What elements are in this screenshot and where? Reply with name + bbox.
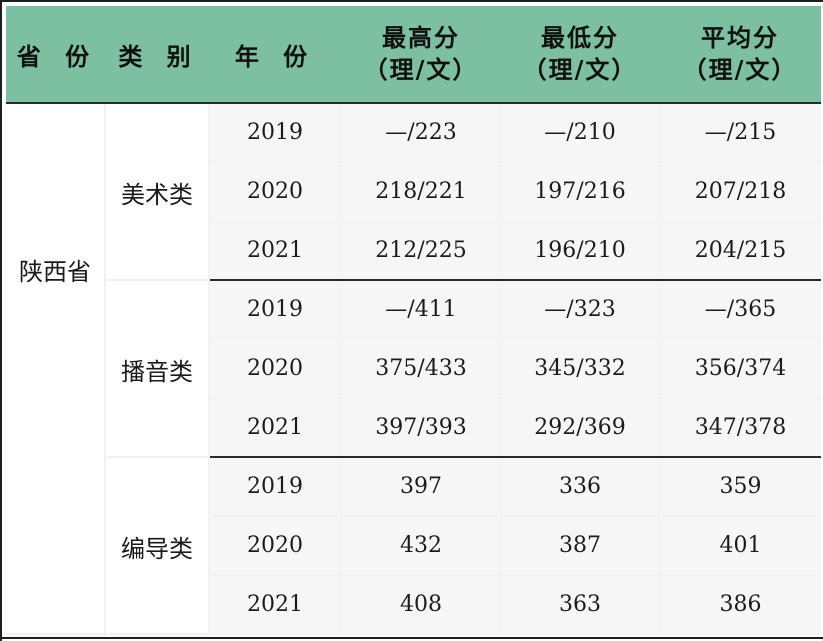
header-min: 最低分 （理/文） — [501, 6, 659, 102]
header-avg: 平均分 （理/文） — [659, 6, 821, 102]
table-cell-avg: 347/378 — [660, 399, 821, 456]
header-avg-sub: （理/文） — [682, 55, 798, 84]
table-cell-max: 212/225 — [342, 222, 500, 279]
table-cell-min: 196/210 — [502, 222, 658, 279]
table-cell-min: —/323 — [502, 281, 658, 338]
header-year: 年 份 — [234, 41, 316, 71]
table-cell-max: 432 — [342, 517, 500, 574]
header-category: 类 别 — [118, 41, 199, 71]
group-separator — [210, 279, 821, 281]
table-cell-avg: 356/374 — [660, 340, 821, 397]
table-cell-avg: 207/218 — [660, 163, 821, 220]
table-cell-min: —/210 — [502, 104, 658, 161]
table-cell-max: 375/433 — [342, 340, 500, 397]
table-cell-min: 345/332 — [502, 340, 658, 397]
table-header: 省 份 类 别 年 份 最高分 （理/文） 最低分 （理/文） 平均分 （理/文… — [6, 6, 821, 102]
header-min-sub: （理/文） — [522, 55, 638, 84]
left-border — [0, 0, 2, 641]
province-cell — [6, 104, 104, 633]
bottom-border — [0, 637, 823, 639]
table-cell-year: 2019 — [210, 281, 340, 338]
table-cell-year: 2019 — [210, 104, 340, 161]
header-max: 最高分 （理/文） — [341, 6, 501, 102]
table-cell-year: 2020 — [210, 163, 340, 220]
table-cell-max: 397/393 — [342, 399, 500, 456]
table-cell-avg: 401 — [660, 517, 821, 574]
table-cell-avg: 386 — [660, 576, 821, 633]
header-max-title: 最高分 — [382, 23, 460, 52]
table-cell-year: 2021 — [210, 576, 340, 633]
table-cell-min: 363 — [502, 576, 658, 633]
table-cell-min: 292/369 — [502, 399, 658, 456]
category-label: 播音类 — [121, 358, 193, 386]
table-cell-year: 2020 — [210, 340, 340, 397]
category-cell — [106, 104, 208, 279]
top-border — [0, 0, 823, 2]
province-label: 陕西省 — [19, 258, 91, 286]
table-cell-year: 2021 — [210, 399, 340, 456]
category-cell — [106, 281, 208, 456]
table-cell-avg: —/365 — [660, 281, 821, 338]
table-cell-max: 408 — [342, 576, 500, 633]
table-cell-min: 336 — [502, 458, 658, 515]
group-separator — [210, 456, 821, 458]
table-cell-max: —/411 — [342, 281, 500, 338]
header-province: 省 份 — [16, 41, 98, 71]
table-cell-avg: 204/215 — [660, 222, 821, 279]
table-cell-year: 2020 — [210, 517, 340, 574]
header-rule — [6, 102, 821, 104]
table-cell-avg: 359 — [660, 458, 821, 515]
table-cell-min: 387 — [502, 517, 658, 574]
table-cell-min: 197/216 — [502, 163, 658, 220]
header-max-sub: （理/文） — [363, 55, 479, 84]
table-cell-max: 218/221 — [342, 163, 500, 220]
table-cell-max: —/223 — [342, 104, 500, 161]
table-cell-max: 397 — [342, 458, 500, 515]
category-cell — [106, 458, 208, 633]
table-cell-avg: —/215 — [660, 104, 821, 161]
table-cell-year: 2021 — [210, 222, 340, 279]
category-label: 编导类 — [121, 535, 193, 563]
table-cell-year: 2019 — [210, 458, 340, 515]
category-label: 美术类 — [121, 181, 193, 209]
header-min-title: 最低分 — [541, 23, 619, 52]
header-avg-title: 平均分 — [701, 23, 779, 52]
